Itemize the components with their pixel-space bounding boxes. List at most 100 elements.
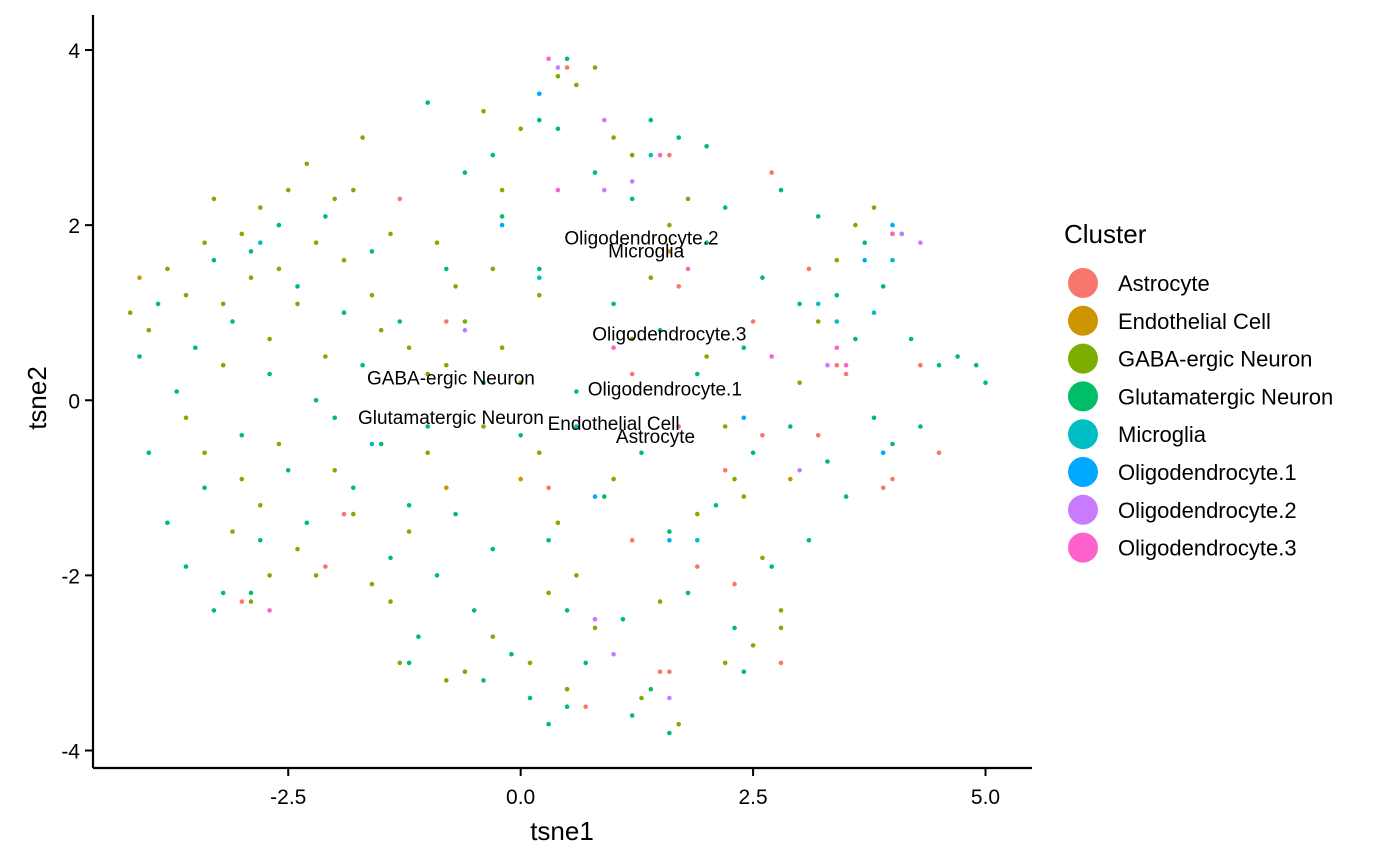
data-point xyxy=(853,222,858,228)
data-point xyxy=(853,336,858,342)
data-point xyxy=(834,292,840,298)
data-point xyxy=(537,91,542,97)
cluster-label: Oligodendrocyte.3 xyxy=(592,325,746,346)
data-point xyxy=(285,468,291,473)
data-point xyxy=(555,74,561,79)
data-point xyxy=(211,257,217,263)
data-point xyxy=(667,529,672,534)
data-point xyxy=(183,292,189,298)
data-point xyxy=(202,485,207,491)
data-point xyxy=(890,476,895,482)
data-point xyxy=(918,424,923,429)
data-point xyxy=(537,266,542,272)
data-point xyxy=(629,371,635,377)
legend-item: Glutamatergic Neuron xyxy=(1068,381,1333,412)
data-point xyxy=(657,599,663,604)
legend-label: Oligodendrocyte.1 xyxy=(1118,460,1297,485)
data-point xyxy=(676,284,681,289)
data-point xyxy=(788,424,793,429)
data-point xyxy=(369,441,375,447)
data-point xyxy=(722,205,728,210)
data-point xyxy=(462,319,468,324)
data-point xyxy=(741,669,747,674)
data-point xyxy=(648,152,654,158)
data-point xyxy=(760,433,765,438)
data-point xyxy=(574,82,579,88)
data-point xyxy=(444,485,449,491)
cluster-label: Glutamatergic Neuron xyxy=(358,408,544,429)
data-point xyxy=(378,441,384,447)
data-point xyxy=(258,538,263,543)
data-point xyxy=(267,371,272,377)
data-point xyxy=(518,126,523,132)
data-point xyxy=(880,485,886,491)
data-point xyxy=(750,319,756,324)
axes: -2.5 0.0 2.5 5.0 -4 -2 0 2 4 tsne1 tsne2 xyxy=(22,15,1032,846)
data-point xyxy=(918,362,923,368)
data-point xyxy=(555,126,561,132)
data-point xyxy=(695,564,700,569)
data-point xyxy=(304,161,310,167)
data-point xyxy=(146,450,152,456)
data-point xyxy=(323,214,328,219)
data-point xyxy=(629,179,635,184)
data-point xyxy=(890,257,895,263)
data-point xyxy=(276,222,282,228)
data-point xyxy=(193,345,198,351)
data-point xyxy=(890,231,895,237)
data-point xyxy=(462,669,468,674)
data-point xyxy=(406,660,412,666)
data-point xyxy=(537,117,542,123)
data-point xyxy=(797,301,802,307)
data-point xyxy=(722,424,728,429)
data-point xyxy=(695,511,700,517)
data-point xyxy=(602,117,607,123)
data-point xyxy=(871,310,877,316)
data-point xyxy=(499,214,505,219)
data-point xyxy=(285,187,291,193)
data-point xyxy=(676,135,681,140)
data-point xyxy=(760,275,765,281)
data-point xyxy=(667,249,672,254)
data-point xyxy=(629,538,635,543)
data-point xyxy=(769,354,774,359)
data-point xyxy=(732,476,737,482)
data-point xyxy=(732,581,737,587)
data-point xyxy=(667,669,672,674)
data-point xyxy=(388,231,393,237)
data-point xyxy=(453,284,458,289)
x-tick-label: -2.5 xyxy=(270,786,306,809)
series-endothelial-cell xyxy=(137,249,793,491)
data-point xyxy=(862,257,867,263)
data-point xyxy=(611,476,616,482)
data-point xyxy=(369,581,375,587)
data-point xyxy=(490,266,496,272)
data-point xyxy=(815,214,821,219)
data-point xyxy=(908,336,914,342)
data-point xyxy=(602,187,607,193)
data-point xyxy=(518,433,523,438)
data-point xyxy=(871,415,877,421)
data-point xyxy=(648,686,654,692)
data-point xyxy=(629,196,635,202)
data-point xyxy=(258,240,263,245)
data-point xyxy=(936,450,942,456)
data-point xyxy=(564,686,570,692)
data-point xyxy=(230,319,235,324)
legend-key xyxy=(1068,457,1098,487)
legend-label: Astrocyte xyxy=(1118,271,1210,296)
data-point xyxy=(806,538,812,543)
data-point xyxy=(304,520,310,526)
data-point xyxy=(936,362,942,368)
data-point xyxy=(955,354,960,359)
data-point xyxy=(323,354,328,359)
data-point xyxy=(360,135,365,140)
data-point xyxy=(416,634,421,639)
data-point xyxy=(341,257,347,263)
data-point xyxy=(537,292,542,298)
y-tick-label: -2 xyxy=(61,565,80,588)
data-point xyxy=(722,468,728,473)
data-point xyxy=(276,441,282,447)
data-point xyxy=(248,590,254,596)
